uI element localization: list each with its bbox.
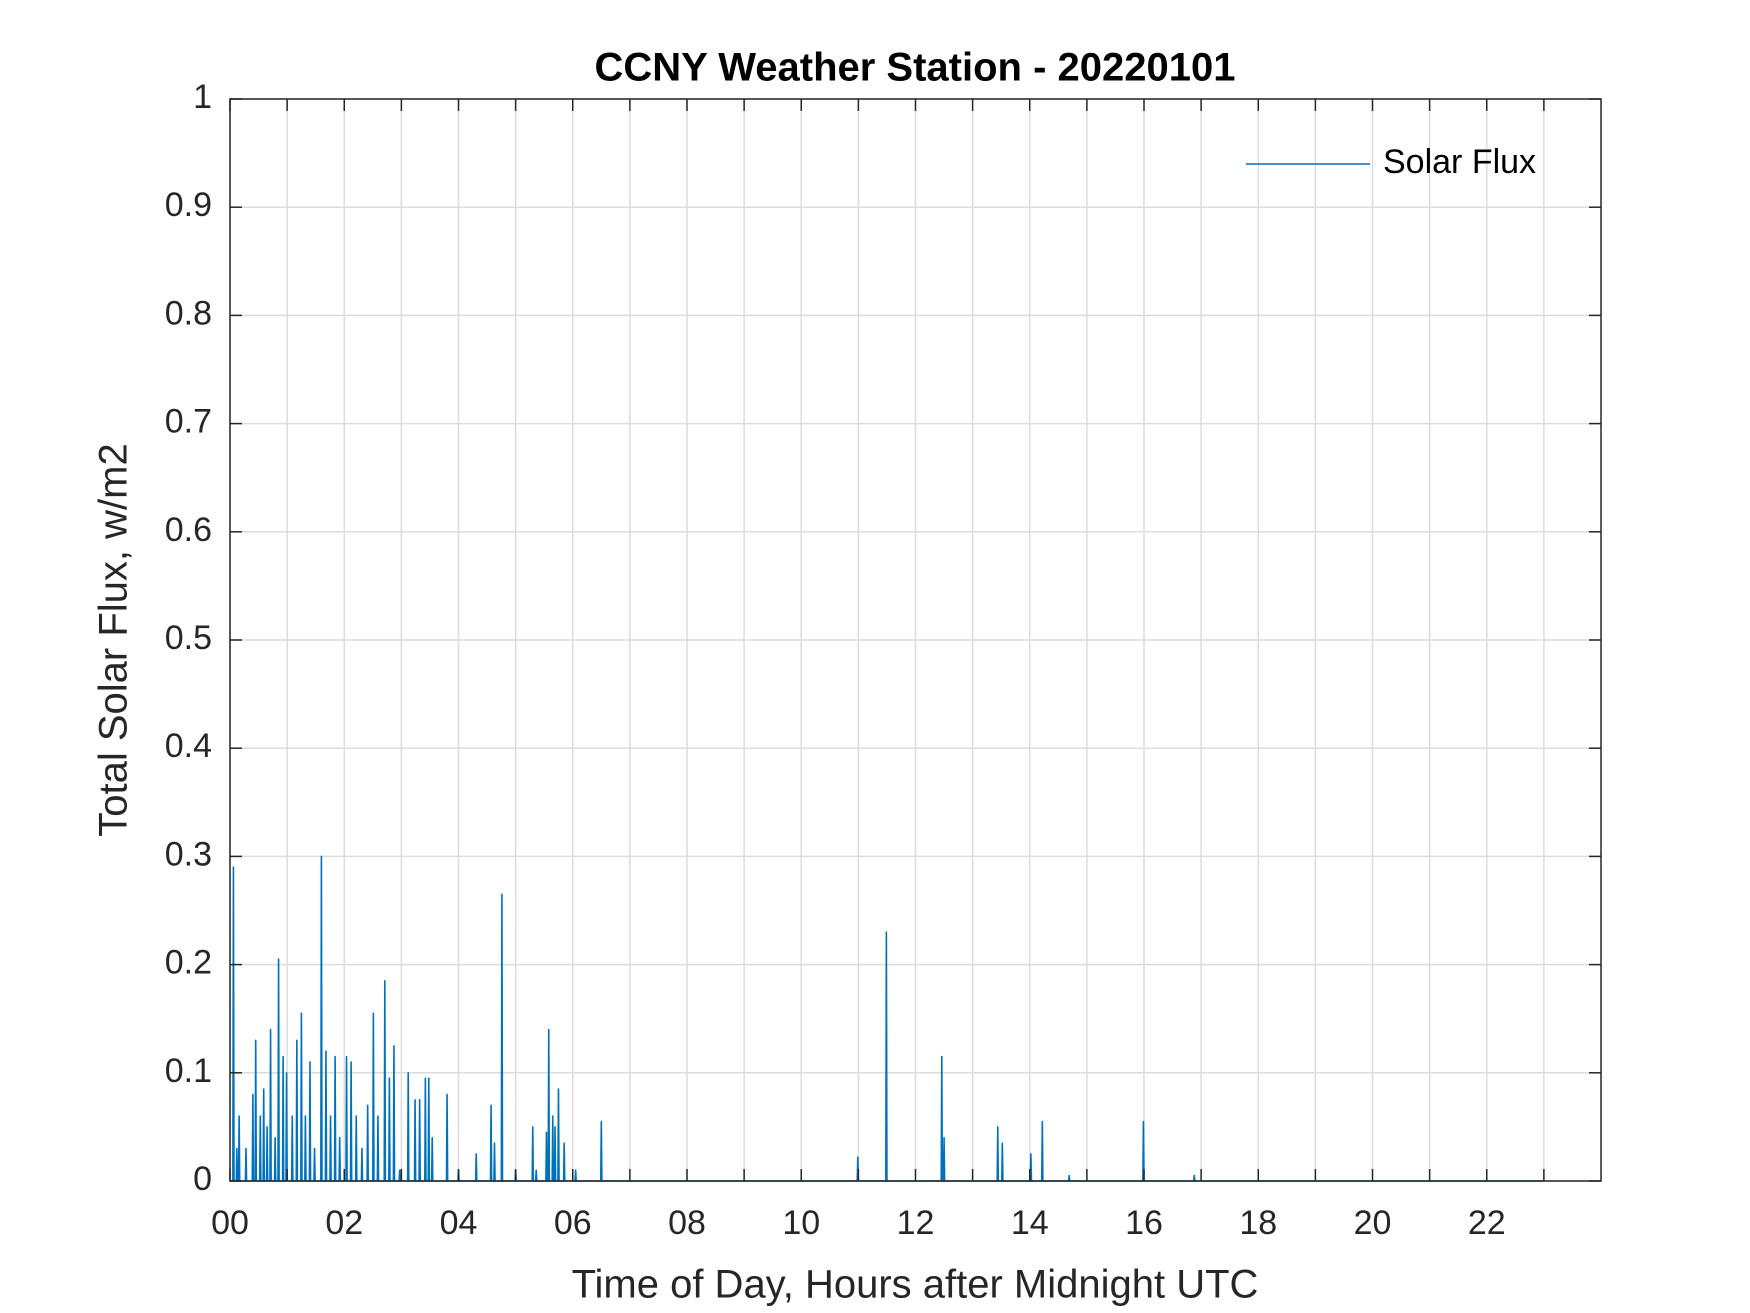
x-tick-label: 02: [325, 1204, 363, 1242]
y-tick-label: 0.8: [165, 294, 212, 332]
x-tick-label: 06: [554, 1204, 592, 1242]
x-tick-label: 10: [782, 1204, 820, 1242]
y-tick-label: 0.9: [165, 186, 212, 224]
chart-title: CCNY Weather Station - 20220101: [595, 46, 1236, 90]
y-tick-label: 0.2: [165, 944, 212, 982]
y-tick-label: 0.4: [165, 727, 212, 765]
y-tick-label: 0.6: [165, 511, 212, 549]
x-tick-label: 14: [1011, 1204, 1049, 1242]
x-tick-label: 20: [1354, 1204, 1392, 1242]
x-tick-label: 04: [440, 1204, 478, 1242]
x-tick-label: 12: [897, 1204, 935, 1242]
data-line: [230, 855, 1544, 1182]
y-axis-label: Total Solar Flux, w/m2: [92, 443, 136, 836]
legend-label: Solar Flux: [1383, 143, 1536, 181]
x-tick-label: 22: [1468, 1204, 1506, 1242]
x-tick-label: 16: [1125, 1204, 1163, 1242]
y-tick-label: 0: [193, 1160, 212, 1198]
y-tick-label: 0.1: [165, 1052, 212, 1090]
x-tick-label: 08: [668, 1204, 706, 1242]
y-tick-label: 0.5: [165, 619, 212, 657]
x-tick-label: 00: [211, 1204, 249, 1242]
y-tick-label: 0.3: [165, 835, 212, 873]
x-axis-label: Time of Day, Hours after Midnight UTC: [572, 1263, 1259, 1307]
y-tick-label: 0.7: [165, 403, 212, 441]
y-tick-label: 1: [193, 78, 212, 116]
x-tick-label: 18: [1239, 1204, 1277, 1242]
